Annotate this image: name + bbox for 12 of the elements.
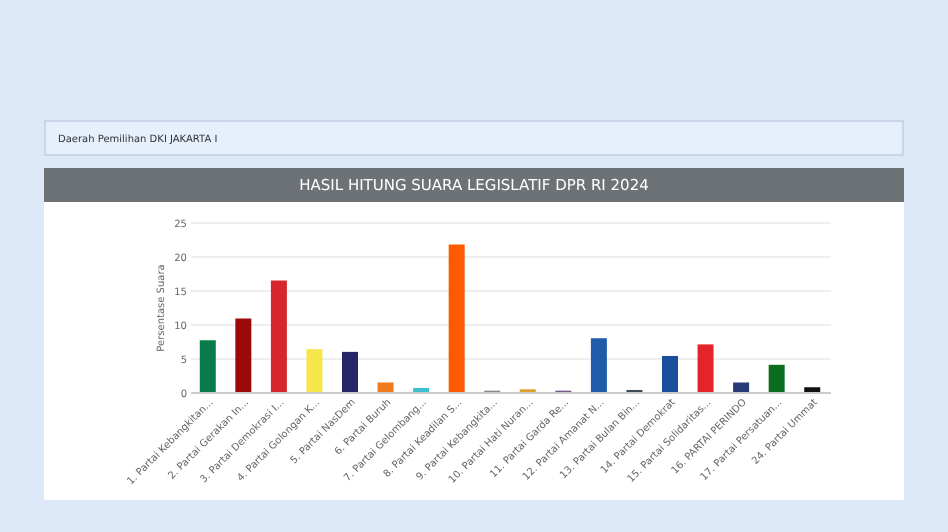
bar [733,382,750,392]
bar [662,355,678,392]
bar [377,382,394,392]
bar [697,344,714,392]
bar [768,364,785,392]
bar [235,318,252,392]
bar [270,280,287,392]
bar [590,338,607,392]
bar [199,340,216,392]
bar [342,351,358,392]
bar [448,244,465,392]
bar [306,349,323,392]
